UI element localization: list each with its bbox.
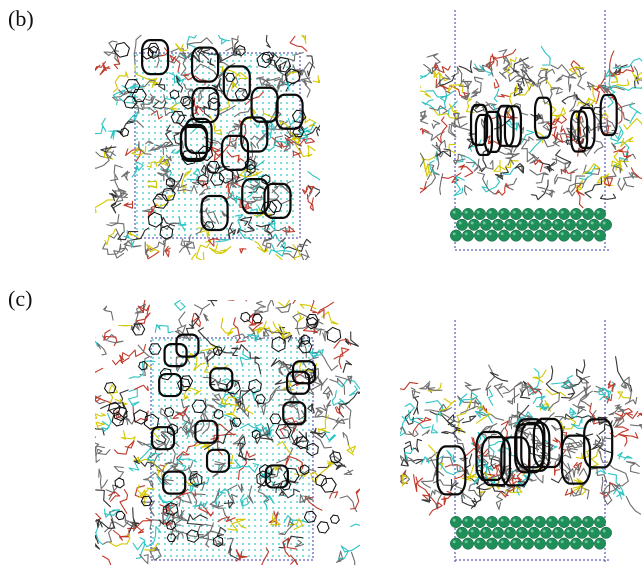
macrocycle-cages [150, 333, 317, 495]
metal-substrate [450, 516, 612, 550]
panel-label-c: (c) [8, 286, 33, 311]
macrocycle-cages [436, 417, 614, 496]
aromatic-rings [103, 311, 342, 548]
molecule-bonds [420, 45, 642, 209]
molecular-side-view-c [400, 320, 642, 562]
macrocycle-cages [141, 38, 304, 232]
molecular-top-view-b [95, 35, 320, 260]
panel-b-top-view [95, 35, 320, 260]
molecular-top-view-c [95, 300, 360, 565]
macrocycle-cages [469, 93, 618, 157]
panel-c-side-view [400, 320, 642, 566]
molecular-side-view-b [420, 10, 642, 251]
molecule-bonds [95, 300, 360, 565]
panel-label-b: (b) [8, 6, 34, 31]
panel-b-side-view [420, 10, 642, 255]
metal-substrate [450, 208, 612, 242]
panel-c-top-view [95, 300, 360, 565]
unit-cell-box [150, 337, 314, 561]
